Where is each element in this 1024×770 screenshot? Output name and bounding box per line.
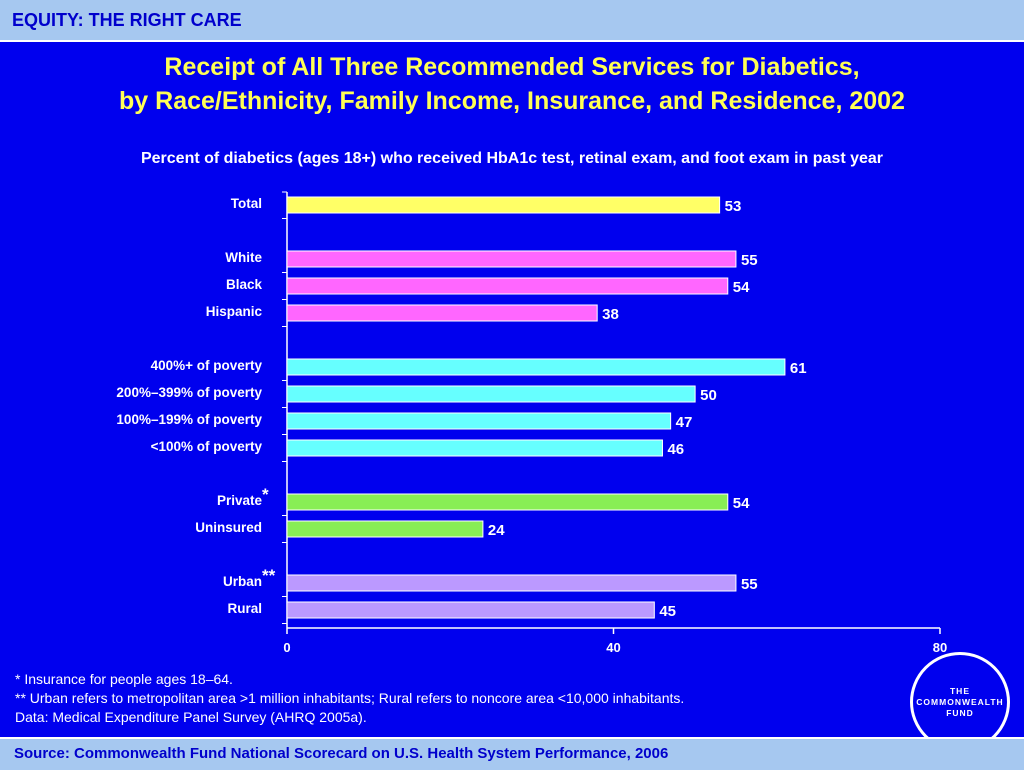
data-label: 55 [741, 576, 758, 593]
x-tick-label: 40 [606, 640, 620, 655]
footnotes: * Insurance for people ages 18–64. ** Ur… [15, 670, 684, 727]
data-label: 24 [488, 522, 505, 539]
bar [286, 277, 729, 295]
category-label: Private [217, 493, 263, 508]
data-label: 50 [700, 387, 717, 404]
chart-subtitle: Percent of diabetics (ages 18+) who rece… [140, 150, 884, 167]
section-label: EQUITY: THE RIGHT CARE [12, 10, 242, 30]
category-label: 400%+ of poverty [151, 358, 263, 373]
title-line-2: by Race/Ethnicity, Family Income, Insura… [119, 87, 905, 115]
chart-title: Receipt of All Three Recommended Service… [0, 50, 1024, 118]
bar [286, 574, 737, 592]
source-text: Source: Commonwealth Fund National Score… [14, 745, 669, 762]
bar [286, 196, 721, 214]
category-label: White [225, 250, 262, 265]
footnote-data-source: Data: Medical Expenditure Panel Survey (… [15, 709, 367, 725]
bar [286, 250, 737, 268]
bar [286, 358, 786, 376]
data-label: 45 [659, 603, 676, 620]
category-label: Uninsured [195, 520, 262, 535]
data-label: 54 [733, 279, 750, 296]
data-label: 54 [733, 495, 750, 512]
category-label: Total [231, 196, 262, 211]
bar [286, 412, 672, 430]
footer-bar: Source: Commonwealth Fund National Score… [0, 737, 1024, 770]
header-bar: EQUITY: THE RIGHT CARE [0, 0, 1024, 42]
x-tick-label: 80 [933, 640, 947, 655]
footnote-marker: * [262, 485, 269, 504]
category-label: Hispanic [206, 304, 263, 319]
category-label: 100%–199% of poverty [116, 412, 262, 427]
bar [286, 439, 663, 457]
title-line-1: Receipt of All Three Recommended Service… [164, 53, 860, 81]
data-label: 55 [741, 252, 758, 269]
x-tick-label: 0 [283, 640, 290, 655]
data-label: 61 [790, 360, 807, 377]
category-label: Urban [223, 574, 262, 589]
data-label: 47 [676, 414, 693, 431]
category-label: Rural [227, 601, 262, 616]
bar [286, 601, 655, 619]
data-label: 53 [725, 198, 742, 215]
category-label: <100% of poverty [151, 439, 263, 454]
bar [286, 385, 696, 403]
category-label: Black [226, 277, 263, 292]
footnote-urban: ** Urban refers to metropolitan area >1 … [15, 690, 685, 706]
category-label: 200%–399% of poverty [116, 385, 262, 400]
bar [286, 493, 729, 511]
data-label: 46 [667, 441, 684, 458]
footnote-marker: ** [262, 566, 276, 585]
bar [286, 520, 484, 538]
bar [286, 304, 598, 322]
data-label: 38 [602, 306, 619, 323]
footnote-insurance: * Insurance for people ages 18–64. [15, 671, 233, 687]
